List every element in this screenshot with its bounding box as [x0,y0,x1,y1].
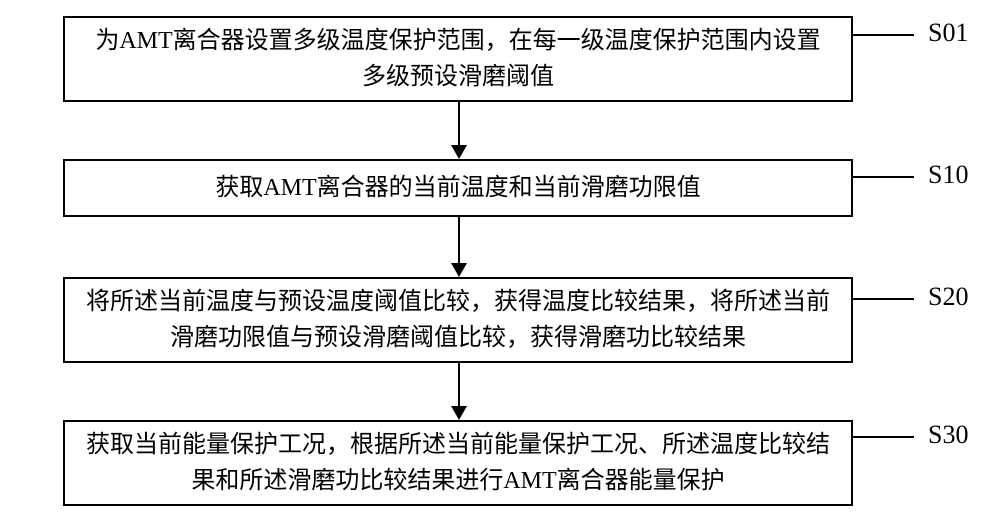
label-connector [852,298,914,300]
arrow-head [451,145,467,159]
step-label-s01: S01 [928,18,968,48]
arrow-line [458,102,460,145]
flowchart-container: 为AMT离合器设置多级温度保护范围，在每一级温度保护范围内设置多级预设滑磨阈值 … [0,0,1000,531]
label-connector [852,176,914,178]
step-label-s30: S30 [928,420,968,450]
label-connector [852,436,914,438]
step-box-s10: 获取AMT离合器的当前温度和当前滑磨功限值 [63,159,853,217]
step-text: 获取当前能量保护工况，根据所述当前能量保护工况、所述温度比较结果和所述滑磨功比较… [85,427,831,499]
step-text: 获取AMT离合器的当前温度和当前滑磨功限值 [215,170,700,206]
step-text: 将所述当前温度与预设温度阈值比较，获得温度比较结果，将所述当前滑磨功限值与预设滑… [85,284,831,356]
arrow-head [451,406,467,420]
arrow-line [458,217,460,263]
step-box-s30: 获取当前能量保护工况，根据所述当前能量保护工况、所述温度比较结果和所述滑磨功比较… [63,420,853,506]
step-text: 为AMT离合器设置多级温度保护范围，在每一级温度保护范围内设置多级预设滑磨阈值 [85,23,831,95]
step-box-s20: 将所述当前温度与预设温度阈值比较，获得温度比较结果，将所述当前滑磨功限值与预设滑… [63,277,853,363]
arrow-head [451,263,467,277]
arrow-line [458,363,460,406]
step-label-s10: S10 [928,160,968,190]
label-connector [852,34,914,36]
step-label-s20: S20 [928,282,968,312]
step-box-s01: 为AMT离合器设置多级温度保护范围，在每一级温度保护范围内设置多级预设滑磨阈值 [63,16,853,102]
